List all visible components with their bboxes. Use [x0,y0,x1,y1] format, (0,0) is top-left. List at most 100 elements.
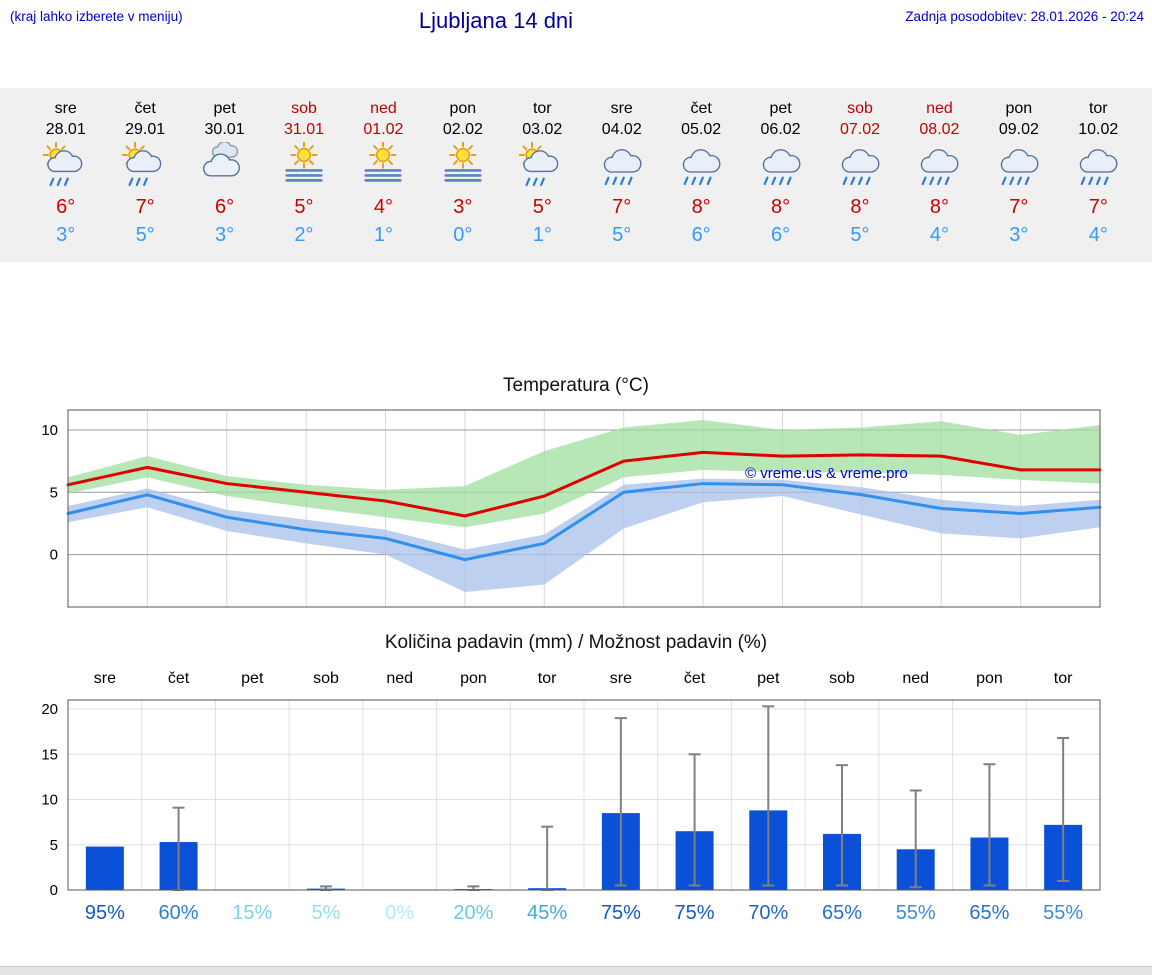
precip-day-label: čet [168,670,190,687]
day-high-temp: 3° [453,196,473,218]
forecast-day: sre 28.01 6° 3° [26,98,105,248]
precipitation-chart-title: Količina padavin (mm) / Možnost padavin … [384,632,768,653]
day-high-temp: 6° [56,196,76,218]
precip-day-label: tor [1054,670,1073,687]
temp-line-min-temperature [66,482,1102,562]
day-low-temp: 5° [850,224,870,246]
day-date: 10.02 [1078,121,1119,138]
weather-icon-sun-fog [423,142,502,192]
day-name: čet [134,100,156,117]
precip-probability: 65% [822,902,862,924]
day-low-temp: 3° [56,224,76,246]
temperature-chart-svg: 0 5 10 © vreme.us & vreme.pro [41,409,1102,608]
day-date: 02.02 [442,121,483,138]
precip-probability: 55% [1043,902,1083,924]
precip-day-label: pon [976,670,1003,687]
precip-bar [85,846,124,890]
precip-y-tick: 20 [41,701,58,718]
precip-y-tick: 0 [50,882,58,899]
day-high-temp: 7° [135,196,155,218]
day-date: 31.01 [283,121,325,138]
precip-probability: 60% [159,902,199,924]
day-low-temp: 4° [929,224,949,246]
temp-band-min-range [68,478,1100,593]
day-high-temp: 7° [1088,196,1108,218]
day-high-temp: 8° [929,196,949,218]
day-high-temp: 7° [612,196,632,218]
precip-y-tick: 10 [41,792,58,809]
day-low-temp: 1° [532,224,552,246]
day-low-temp: 4° [1088,224,1108,246]
day-date: 09.02 [998,121,1039,138]
day-date: 29.01 [125,121,166,138]
weather-icon-sun-cloud-rain [503,142,582,192]
day-name: ned [926,100,953,117]
weather-icon-sun-fog [264,142,343,192]
day-high-temp: 8° [850,196,870,218]
precip-day-label: pon [460,670,487,687]
precip-probability: 70% [748,902,788,924]
precip-y-tick: 15 [41,746,58,763]
precip-day-label: sre [94,670,116,687]
forecast-day: sob 31.01 5° 2° [264,98,343,248]
precip-probability: 75% [675,902,715,924]
forecast-day: pet 06.02 8° 6° [741,98,820,248]
precip-probability: 5% [312,902,341,924]
day-low-temp: 3° [1009,224,1029,246]
day-date: 28.01 [45,121,86,138]
day-low-temp: 5° [135,224,155,246]
precip-y-tick: 5 [50,837,58,854]
weather-icon-cloud-rain [979,142,1058,192]
weather-icon-cloud-rain [741,142,820,192]
day-date: 08.02 [919,121,960,138]
forecast-day: sre 04.02 7° 5° [582,98,661,248]
weather-icon-cloud-rain [1059,142,1138,192]
temp-line-max-temperature [66,450,1102,518]
day-date: 05.02 [681,121,722,138]
forecast-day: sob 07.02 8° 5° [820,98,899,248]
day-low-temp: 6° [691,224,711,246]
day-name: sob [291,100,317,117]
precip-probability: 0% [385,902,414,924]
weather-icon-cloud-rain [661,142,740,192]
day-high-temp: 8° [771,196,791,218]
precip-day-label: pet [241,670,264,687]
forecast-day: pet 30.01 6° 3° [185,98,264,248]
day-low-temp: 3° [215,224,235,246]
precip-day-label: ned [386,670,413,687]
temp-y-tick: 0 [50,547,58,564]
day-date: 30.01 [204,121,245,138]
precip-probability: 45% [527,902,567,924]
day-name: pon [1005,100,1033,117]
weather-icon-cloud-rain [820,142,899,192]
forecast-day: tor 10.02 7° 4° [1059,98,1138,248]
day-date: 07.02 [839,121,881,138]
day-name: sre [54,100,77,117]
day-low-temp: 6° [771,224,791,246]
day-name: pet [769,100,792,117]
precip-day-label: sob [313,670,339,687]
temp-band-max-range [68,419,1100,528]
temp-y-tick: 10 [41,422,58,439]
day-high-temp: 7° [1009,196,1029,218]
footer-bar [0,966,1152,975]
precip-day-label: sob [829,670,855,687]
day-high-temp: 8° [691,196,711,218]
day-name: čet [690,100,712,117]
day-date: 03.02 [522,121,563,138]
precip-probability: 75% [601,902,641,924]
day-high-temp: 5° [294,196,314,218]
precip-day-label: čet [684,670,706,687]
watermark-link[interactable]: © vreme.us & vreme.pro [745,465,908,482]
day-low-temp: 5° [612,224,632,246]
weather-icon-sun-cloud-rain [26,142,105,192]
day-name: pon [449,100,477,117]
page-header: (kraj lahko izberete v meniju) Ljubljana… [0,0,1152,42]
forecast-strip: sre 28.01 6° 3° čet 29.01 7° 5° pet 30.01 6° 3° sob 3… [0,88,1152,262]
day-name: tor [1088,100,1108,117]
day-date: 01.02 [363,121,404,138]
temperature-chart-title: Temperatura (°C) [503,375,649,396]
day-name: pet [213,100,236,117]
precip-probability: 65% [969,902,1009,924]
weather-icon-cloud-rain [900,142,979,192]
